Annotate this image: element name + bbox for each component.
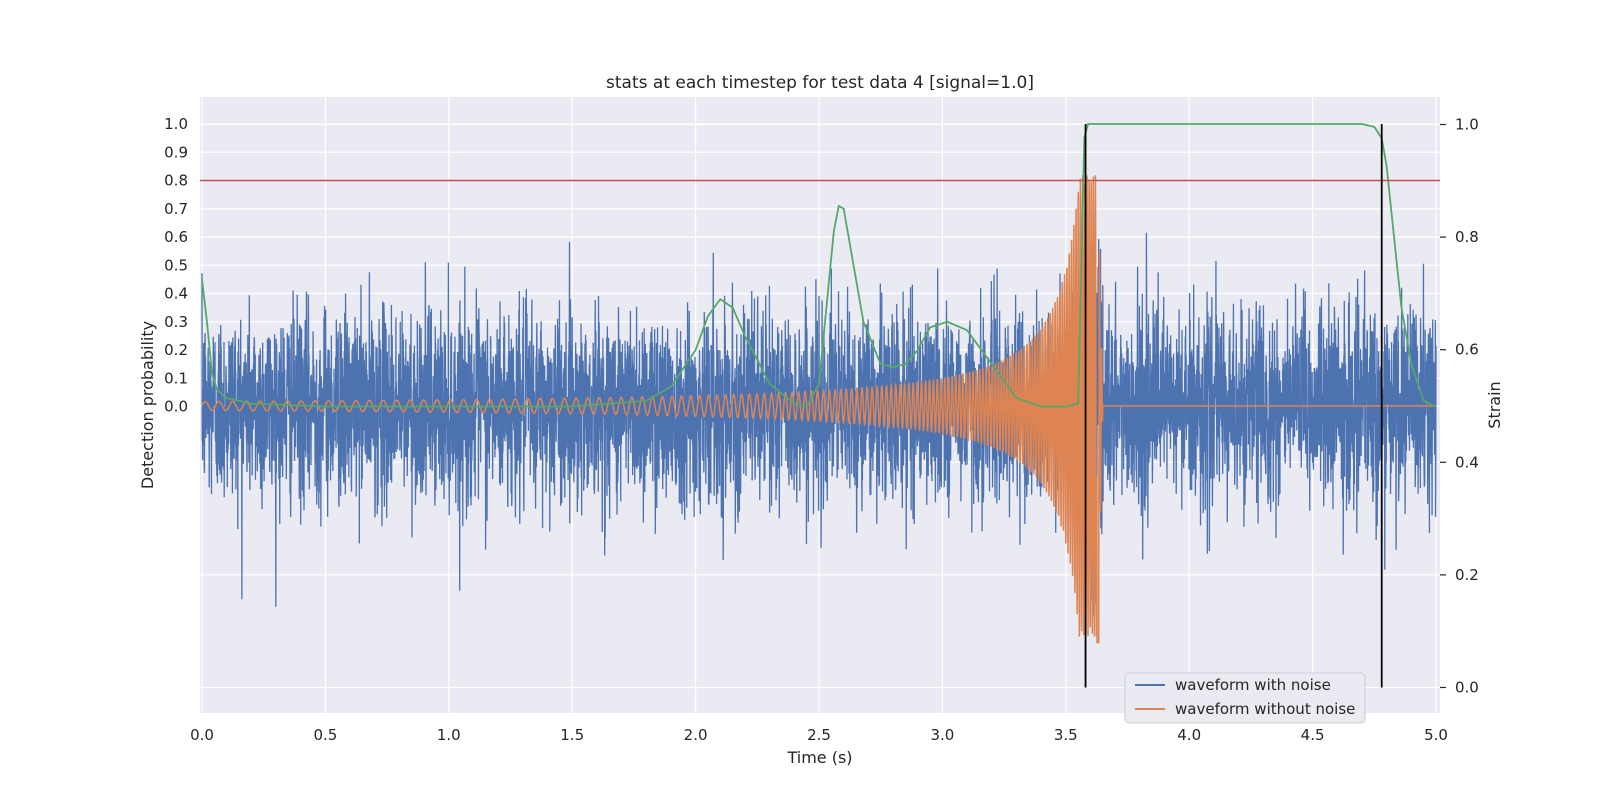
x-tick-label-1: 0.5 [313,726,337,744]
axes: 0.0 0.5 1.0 1.5 2.0 2.5 3.0 3.5 4.0 4.5 5.0 0.0 0.1 0… [164,115,1479,744]
series-waveform-with-noise [201,232,1437,616]
x-tick-label-4: 2.0 [684,726,708,744]
y-left-tick-label-0: 0.0 [164,398,188,416]
x-tick-label-6: 3.0 [930,726,954,744]
overlay-layer [200,124,1440,688]
legend-label-noise: waveform with noise [1175,676,1331,694]
x-tick-label-7: 3.5 [1054,726,1078,744]
legend-box [1124,672,1366,724]
y-left-tick-label-9: 0.9 [164,143,188,161]
x-tick-label-5: 2.5 [807,726,831,744]
y-left-tick-label-3: 0.3 [164,313,188,331]
y-left-tick-label-4: 0.4 [164,285,188,303]
legend: waveform with noise waveform without noi… [1124,672,1366,724]
y-right-tick-label-1: 0.2 [1455,566,1479,584]
y-left-tick-label-10: 1.0 [164,115,188,133]
y-right-tick-label-4: 0.8 [1455,228,1479,246]
y-left-tick-label-1: 0.1 [164,369,188,387]
x-tick-label-10: 5.0 [1424,726,1448,744]
x-tick-label-8: 4.0 [1177,726,1201,744]
chart-title: stats at each timestep for test data 4 [… [606,73,1034,93]
y-axis-label-right: Strain [1485,381,1504,428]
x-axis-label: Time (s) [786,748,852,767]
y-left-tick-label-5: 0.5 [164,256,188,274]
legend-label-clean: waveform without noise [1175,700,1355,718]
series-detection-probability [201,123,1437,408]
x-tick-label-2: 1.0 [437,726,461,744]
y-right-tick-label-0: 0.0 [1455,679,1479,697]
y-left-tick-label-2: 0.2 [164,341,188,359]
x-tick-label-3: 1.5 [560,726,584,744]
y-left-tick-label-8: 0.8 [164,172,188,190]
y-axis-label-left: Detection probability [138,321,157,489]
series-waveform-without-noise [201,175,1436,644]
y-right-tick-label-3: 0.6 [1455,341,1479,359]
x-tick-label-9: 4.5 [1301,726,1325,744]
series-layer [201,123,1437,644]
y-right-tick-label-5: 1.0 [1455,116,1479,134]
y-right-tick-label-2: 0.4 [1455,453,1479,471]
y-left-tick-label-7: 0.7 [164,200,188,218]
y-left-tick-label-6: 0.6 [164,228,188,246]
x-tick-label-0: 0.0 [190,726,214,744]
